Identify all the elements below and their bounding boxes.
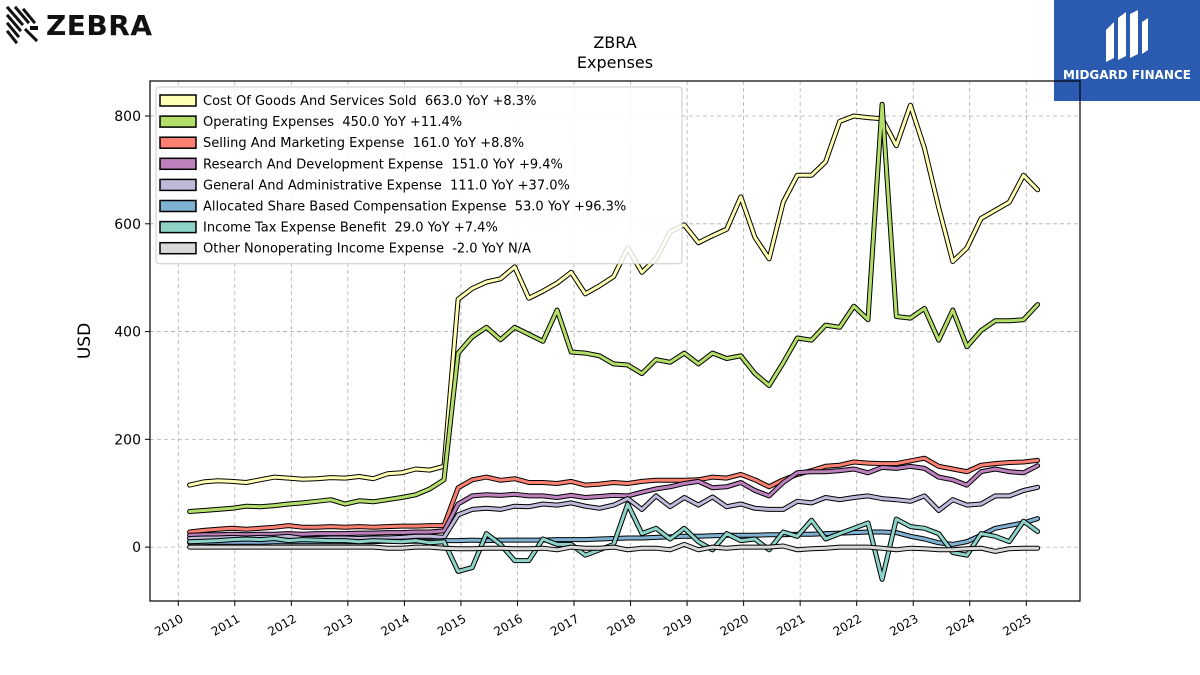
x-tick-label: 2016 — [492, 611, 525, 638]
legend-swatch-7 — [159, 241, 197, 255]
y-tick-label: 0 — [132, 540, 141, 556]
series-line-0 — [188, 103, 1040, 487]
midgard-finance-text: MIDGARD FINANCE — [1063, 68, 1191, 82]
x-tick-label: 2021 — [774, 611, 807, 638]
x-tick-label: 2011 — [209, 611, 242, 638]
midgard-finance-logo: MIDGARD FINANCE — [1054, 0, 1200, 101]
zebra-logo: ZEBRA — [4, 4, 153, 46]
chart-subtitle: Expenses — [576, 53, 654, 72]
x-tick-label: 2013 — [322, 611, 355, 638]
legend-label-0: Cost Of Goods And Services Sold 663.0 Yo… — [203, 94, 536, 109]
midgard-emblem-icon — [1106, 10, 1148, 62]
y-tick-label: 400 — [114, 325, 141, 341]
series-line-7 — [188, 542, 1040, 553]
series-line-1 — [188, 102, 1040, 513]
zebra-logo-text: ZEBRA — [46, 8, 153, 42]
legend-box — [155, 86, 683, 265]
x-tick-label: 2022 — [831, 611, 864, 638]
x-tick-label: 2019 — [661, 611, 694, 638]
y-axis-label: USD — [75, 323, 95, 359]
legend: Cost Of Goods And Services Sold 663.0 Yo… — [155, 86, 683, 265]
legend-swatch-1 — [159, 115, 197, 128]
series-line-2 — [188, 456, 1040, 534]
series-line-6 — [188, 502, 1040, 581]
x-tick-label: 2017 — [548, 611, 581, 638]
x-tick-label: 2020 — [718, 611, 751, 638]
chart-title: ZBRA — [593, 33, 637, 52]
x-tick-label: 2018 — [605, 611, 638, 638]
y-tick-label: 600 — [114, 217, 141, 233]
plot-frame — [149, 80, 1081, 602]
x-tick-label: 2015 — [435, 611, 468, 638]
x-tick-label: 2023 — [887, 611, 920, 638]
legend-label-1: Operating Expenses 450.0 YoY +11.4% — [203, 115, 462, 130]
y-tick-label: 200 — [114, 432, 141, 448]
legend-swatch-3 — [159, 157, 197, 171]
series-lines — [187, 101, 1041, 582]
zebra-head-icon — [5, 5, 39, 45]
legend-label-6: Income Tax Expense Benefit 29.0 YoY +7.4… — [203, 221, 498, 236]
y-tick-label: 800 — [114, 109, 141, 125]
x-tick-label: 2010 — [152, 611, 185, 638]
legend-label-7: Other Nonoperating Income Expense -2.0 Y… — [203, 242, 531, 257]
x-tick-label: 2024 — [944, 611, 977, 638]
legend-label-3: Research And Development Expense 151.0 Y… — [203, 157, 563, 172]
x-tick-label: 2012 — [265, 611, 298, 638]
legend-label-5: Allocated Share Based Compensation Expen… — [203, 200, 626, 215]
legend-label-4: General And Administrative Expense 111.0… — [203, 178, 570, 193]
legend-swatch-5 — [159, 199, 197, 213]
legend-swatch-2 — [159, 136, 197, 149]
x-tick-label: 2025 — [1000, 611, 1033, 638]
series-line-4 — [188, 485, 1040, 540]
x-tick-label: 2014 — [378, 611, 411, 638]
legend-label-2: Selling And Marketing Expense 161.0 YoY … — [203, 136, 524, 151]
series-line-3 — [188, 464, 1040, 537]
legend-swatch-4 — [159, 178, 197, 192]
legend-swatch-0 — [159, 94, 197, 107]
legend-swatch-6 — [159, 220, 197, 234]
